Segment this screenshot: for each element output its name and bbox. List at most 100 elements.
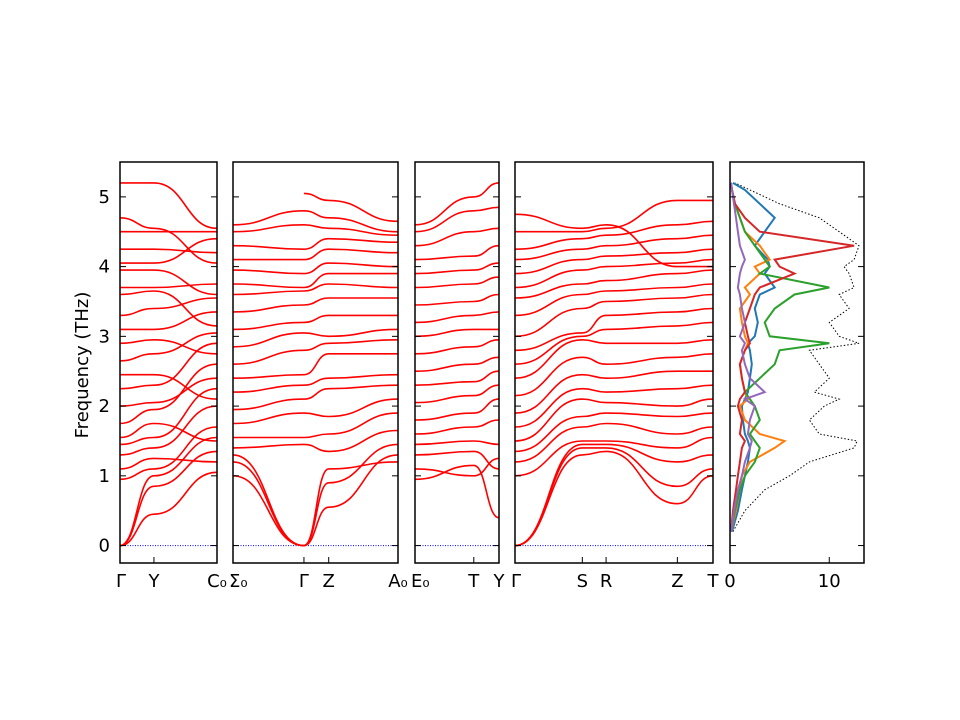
p2-band-0 — [232, 454, 399, 547]
p1-band-19 — [119, 237, 218, 264]
p1-band-18 — [119, 269, 218, 296]
p2-band-1 — [232, 443, 399, 547]
p3-band-4 — [414, 419, 500, 435]
p2-band-6 — [232, 384, 399, 411]
p3-band-12 — [414, 293, 500, 306]
y-tick-label-3: 3 — [99, 326, 110, 347]
p2-xtick-label-3: A₀ — [388, 571, 408, 592]
y-tick-label-5: 5 — [99, 187, 110, 208]
p2-band-3 — [232, 429, 399, 453]
band-panel-1: Γ Y C₀ — [116, 161, 227, 592]
p4-band-9 — [514, 353, 714, 397]
dos-frame — [729, 161, 865, 564]
band-panel-3: E₀ T Y — [411, 161, 506, 592]
p1-band-4 — [119, 457, 218, 470]
p3-band-11 — [414, 311, 500, 324]
p2-band-13 — [232, 283, 399, 296]
p2-band-20 — [303, 192, 399, 223]
p1-band-10 — [119, 342, 218, 390]
band-panel-2: Σ₀ Γ Z A₀ — [229, 161, 408, 592]
p1-xtick-label-2: C₀ — [207, 571, 227, 592]
p1-band-3 — [119, 426, 218, 481]
p1-band-23 — [120, 182, 218, 230]
p1-band-20 — [120, 248, 218, 254]
p4-band-14 — [514, 283, 714, 317]
p3-band-8 — [414, 356, 500, 372]
p2-xtick-label-2: Z — [323, 571, 335, 592]
p4-band-21 — [514, 213, 713, 268]
p4-band-18 — [514, 234, 714, 261]
p3-band-1 — [414, 457, 500, 477]
p4-xtick-label-4: T — [707, 571, 720, 592]
dos-series-4 — [730, 182, 855, 532]
p4-band-0 — [514, 450, 714, 547]
p1-band-12 — [119, 332, 218, 362]
p3-band-14 — [414, 262, 500, 275]
p1-band-16 — [119, 290, 218, 327]
p1-band-14 — [120, 311, 218, 331]
p1-band-17 — [120, 283, 218, 289]
p4-frame — [514, 161, 714, 564]
p2-band-8 — [232, 352, 398, 379]
p3-band-16 — [414, 227, 500, 247]
dos-panel: 0 10 — [724, 161, 865, 592]
p4-band-5 — [514, 412, 714, 453]
p2-band-11 — [232, 314, 398, 331]
p2-frame — [232, 161, 399, 564]
y-axis-label: Frequency (THz) — [72, 292, 93, 439]
p2-band-9 — [232, 339, 399, 365]
p3-band-13 — [414, 276, 500, 289]
p3-frame — [414, 161, 500, 564]
p4-band-17 — [514, 248, 714, 275]
p2-band-17 — [232, 237, 399, 251]
p4-band-6 — [514, 398, 714, 442]
p1-band-15 — [119, 297, 218, 317]
p3-band-15 — [414, 244, 500, 261]
p3-band-5 — [414, 398, 500, 421]
p1-band-22 — [119, 217, 218, 264]
p2-band-2 — [232, 454, 399, 547]
dos-series-3 — [730, 182, 830, 532]
p1-band-13 — [119, 338, 218, 355]
p4-band-2 — [514, 443, 714, 547]
p2-band-5 — [232, 398, 399, 425]
y-tick-label-1: 1 — [99, 466, 110, 487]
p3-band-2 — [414, 450, 500, 470]
p1-band-7 — [119, 422, 218, 442]
p2-band-12 — [232, 297, 398, 313]
p4-xtick-label-2: R — [600, 571, 613, 592]
p1-xtick-label-1: Y — [147, 571, 160, 592]
y-tick-labels: 0 1 2 3 4 5 — [99, 187, 110, 557]
p3-xtick-label-2: Y — [493, 571, 506, 592]
p4-band-13 — [514, 293, 714, 338]
p4-band-15 — [514, 269, 714, 299]
dos-xtick-label-1: 10 — [818, 571, 841, 592]
dos-series-0 — [732, 182, 860, 532]
p2-band-10 — [232, 328, 399, 348]
p2-band-18 — [232, 223, 399, 236]
dos-xtick-label-0: 0 — [724, 571, 735, 592]
p4-band-16 — [514, 258, 714, 289]
p4-band-12 — [514, 307, 714, 352]
p2-band-7 — [232, 373, 399, 393]
dos-series-5 — [730, 182, 767, 532]
p2-band-15 — [232, 262, 399, 275]
p3-band-0 — [414, 464, 500, 519]
p3-band-18 — [414, 182, 500, 226]
p3-band-6 — [414, 384, 500, 404]
y-tick-label-0: 0 — [99, 536, 110, 557]
p3-xtick-label-0: E₀ — [411, 571, 430, 592]
p1-band-9 — [119, 377, 218, 407]
p1-band-8 — [119, 363, 218, 425]
p3-band-3 — [414, 440, 500, 446]
p2-band-4 — [233, 412, 399, 439]
p4-band-8 — [514, 370, 713, 414]
p4-xtick-label-3: Z — [671, 571, 683, 592]
p2-xtick-label-1: Γ — [299, 571, 309, 592]
p3-band-9 — [414, 339, 500, 355]
p4-band-19 — [514, 220, 714, 250]
p3-band-7 — [414, 370, 500, 386]
y-tick-label-2: 2 — [99, 396, 110, 417]
